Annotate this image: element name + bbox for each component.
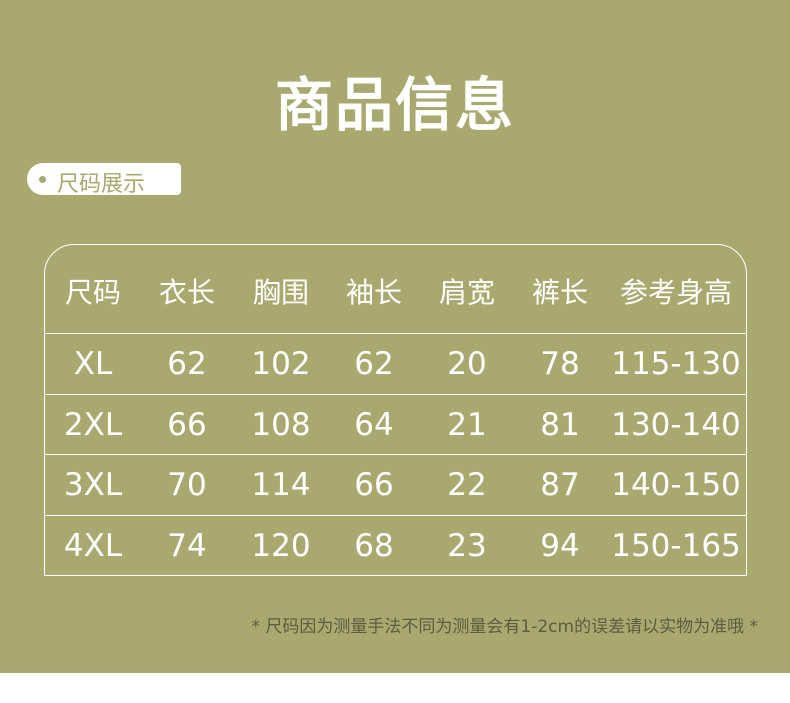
section-tag: 尺码展示: [27, 163, 181, 197]
table-cell: 62: [167, 346, 207, 382]
table-cell: 68: [354, 527, 394, 564]
table-cell: 62: [354, 346, 394, 382]
table-cell: 64: [354, 406, 394, 443]
header-cell: 裤长: [531, 276, 589, 309]
table-header-row: 尺码 衣长 胸围 袖长 肩宽 裤长 参考身高: [45, 245, 746, 333]
measurement-note: * 尺码因为测量手法不同为测量会有1-2cm的误差请以实物为准哦 *: [251, 617, 758, 637]
table-cell: 140-150: [611, 467, 741, 503]
table-cell: 3XL: [63, 467, 123, 503]
section-tag-label: 尺码展示: [57, 172, 146, 197]
table-cell: 20: [447, 346, 487, 382]
table-cell: XL: [73, 346, 113, 382]
table-cell: 21: [447, 406, 487, 443]
header-cell: 参考身高: [619, 276, 733, 309]
table-cell: 102: [251, 346, 311, 382]
table-cell: 70: [167, 467, 207, 503]
table-cell: 74: [167, 527, 207, 564]
header-cell: 胸围: [252, 276, 310, 309]
table-cell: 66: [167, 406, 207, 443]
table-row: XL 62 102 62 20 78 115-130: [45, 333, 746, 394]
header-cell: 衣长: [158, 276, 216, 309]
table-cell: 94: [540, 527, 580, 564]
tag-hole-icon: [39, 176, 46, 183]
header-cell: 袖长: [345, 276, 403, 309]
table-cell: 2XL: [63, 406, 123, 443]
size-table: 尺码 衣长 胸围 袖长 肩宽 裤长 参考身高 XL 62 102 62 20 78 115-130 2XL 6…: [44, 244, 747, 576]
table-cell: 87: [540, 467, 580, 503]
table-row: 2XL 66 108 64 21 81 130-140: [45, 393, 746, 455]
table-cell: 114: [251, 467, 311, 503]
table-cell: 78: [540, 346, 580, 382]
table-cell: 4XL: [63, 527, 123, 564]
table-cell: 108: [251, 406, 311, 443]
table-cell: 150-165: [611, 527, 741, 564]
table-row: 3XL 70 114 66 22 87 140-150: [45, 454, 746, 515]
table-cell: 130-140: [611, 406, 741, 443]
table-row: 4XL 74 120 68 23 94 150-165: [45, 514, 746, 576]
page-title: 商品信息: [274, 71, 515, 139]
header-cell: 肩宽: [438, 276, 496, 309]
table-cell: 66: [354, 467, 394, 503]
background: [0, 0, 790, 673]
header-cell: 尺码: [64, 276, 122, 309]
table-cell: 120: [251, 527, 311, 564]
table-cell: 81: [540, 406, 580, 443]
table-cell: 22: [447, 467, 487, 503]
table-cell: 115-130: [611, 346, 741, 382]
table-cell: 23: [447, 527, 487, 564]
